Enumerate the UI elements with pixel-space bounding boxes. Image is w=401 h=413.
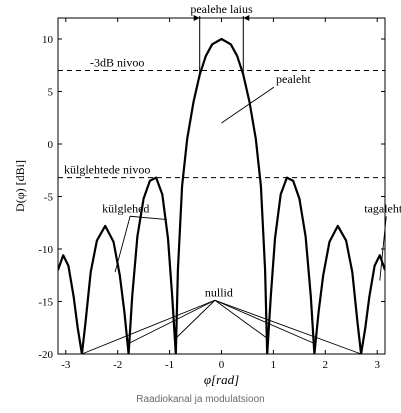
y-tick-label: -10: [38, 244, 53, 256]
beamwidth-arrowhead-left: [193, 15, 200, 21]
y-tick-label: 0: [48, 139, 54, 151]
y-axis-label: D(φ) [dBi]: [13, 160, 27, 212]
beamwidth-label: pealehe laius: [190, 2, 253, 16]
pattern-curve-layer: [58, 37, 385, 354]
y-tick-label: -5: [44, 192, 54, 204]
annotation-leader: [130, 215, 168, 221]
reference-lines: -3dB nivoo külglehtede nivoo: [58, 56, 385, 179]
x-tick-label: 1: [271, 359, 277, 371]
annotation-klglehed: külglehed: [102, 201, 149, 215]
x-tick-label: 3: [374, 359, 380, 371]
annotation-tagaleht: tagaleht: [364, 201, 401, 215]
annotation-leader: [214, 299, 268, 339]
y-tick-label: -20: [38, 349, 53, 361]
annotation-leader: [221, 86, 275, 124]
annotation-leader: [214, 299, 315, 344]
annotation-leader: [114, 216, 131, 273]
y-tick-label: 10: [42, 34, 54, 46]
annotation-leader: [128, 299, 216, 344]
annotation-leader: [379, 216, 387, 281]
pattern-curve: [58, 37, 385, 354]
annotations: pealehe laius pealeht külglehed tagaleht nul…: [81, 2, 401, 355]
x-tick-label: 0: [219, 359, 225, 371]
annotation-leader: [214, 299, 362, 355]
beamwidth-arrowhead-right: [243, 15, 250, 21]
x-axis-label: φ[rad]: [204, 372, 239, 387]
y-tick-label: 5: [48, 87, 54, 99]
x-tick-label: 2: [323, 359, 329, 371]
annotation-leader: [175, 299, 216, 339]
reference-line-label: külglehtede nivoo: [64, 163, 150, 177]
y-tick-label: -15: [38, 297, 53, 309]
annotation-nullid: nullid: [205, 285, 233, 299]
annotation-pealeht: pealeht: [276, 72, 311, 86]
x-tick-label: -1: [165, 359, 174, 371]
x-tick-label: -3: [61, 359, 71, 371]
reference-line-label: -3dB nivoo: [90, 56, 144, 70]
annotation-leader: [81, 299, 216, 355]
chart-caption: Raadiokanal ja modulatsioon: [136, 394, 265, 405]
x-tick-label: -2: [113, 359, 122, 371]
